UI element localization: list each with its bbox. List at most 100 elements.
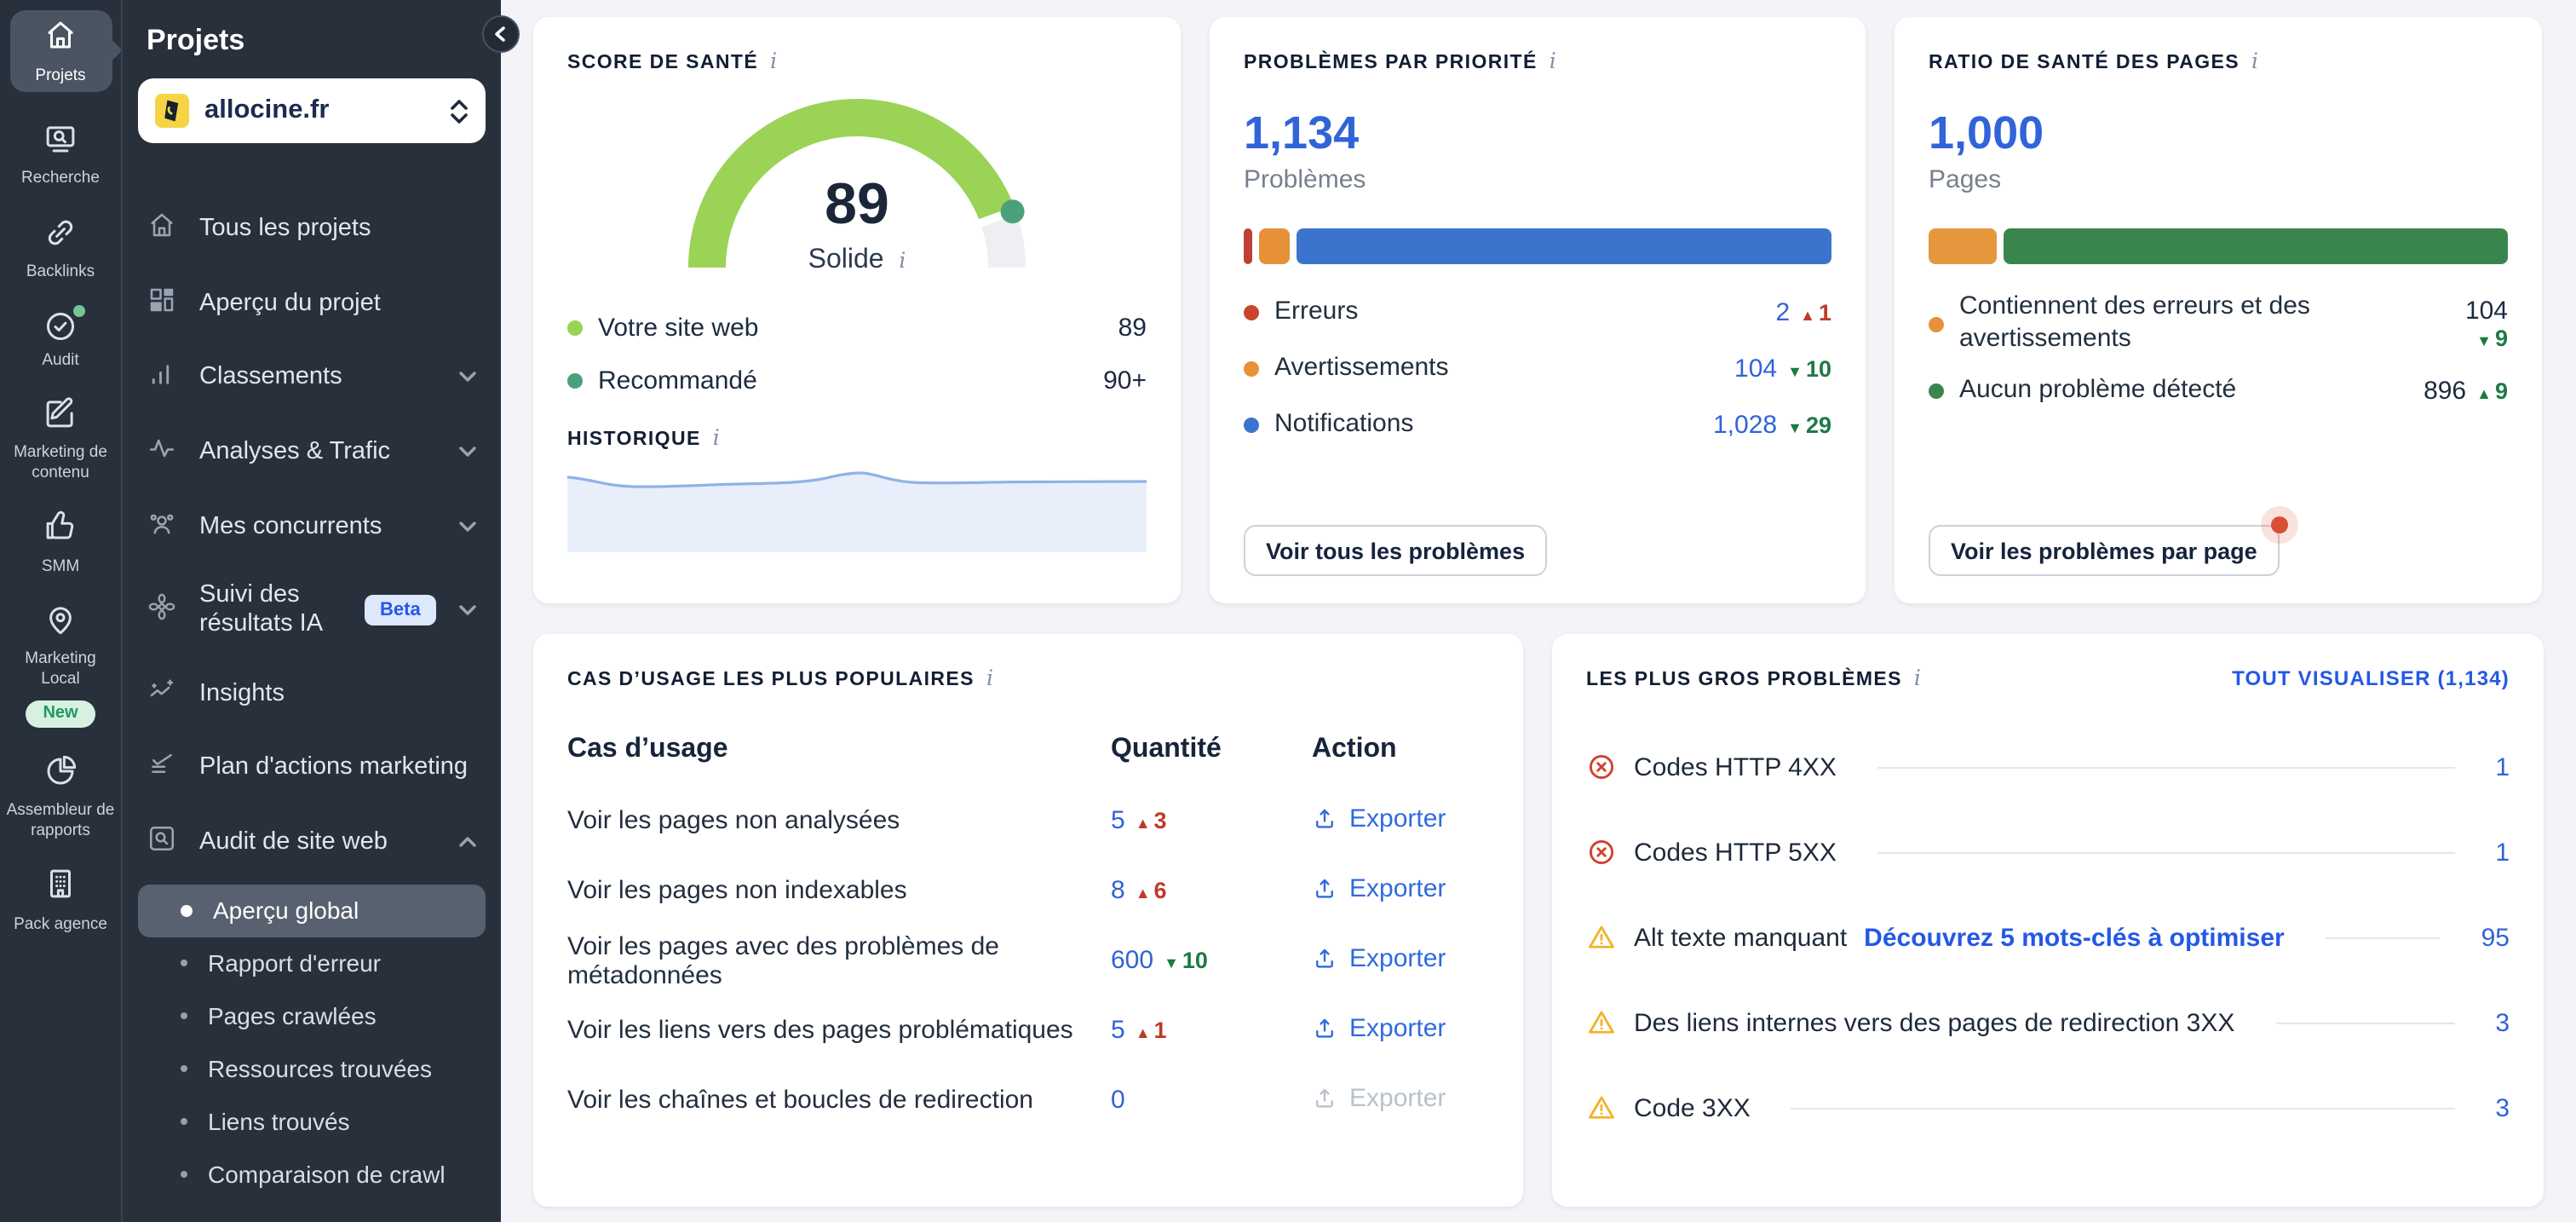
bar-segment-notices <box>1297 228 1831 264</box>
map-pin-icon <box>43 602 78 643</box>
legend-value: 89 <box>1118 314 1147 343</box>
info-icon[interactable]: i <box>899 247 906 273</box>
info-icon[interactable]: i <box>712 424 720 450</box>
info-icon[interactable]: i <box>2251 48 2259 73</box>
pages-health-ratio-card: RATIO DE SANTÉ DES PAGES i 1,000 Pages C… <box>1895 17 2542 603</box>
keyword-opportunity-link[interactable]: Découvrez 5 mots-clés à optimiser <box>1864 923 2285 952</box>
info-icon[interactable]: i <box>986 665 993 690</box>
export-button[interactable]: Exporter <box>1312 1013 1446 1042</box>
export-button[interactable]: Exporter <box>1312 943 1446 972</box>
issue-row: Alt texte manquant Découvrez 5 mots-clés… <box>1586 895 2510 980</box>
quantity-link[interactable]: 8 <box>1111 876 1125 905</box>
chevron-down-icon <box>458 596 477 624</box>
rail-item-label: Recherche <box>21 169 100 188</box>
submenu-item-ressources-trouvees[interactable]: Ressources trouvées <box>138 1042 486 1095</box>
view-all-issues-button[interactable]: Voir tous les problèmes <box>1244 525 1548 576</box>
quantity-link[interactable]: 5 <box>1111 806 1125 835</box>
view-all-link[interactable]: TOUT VISUALISER (1,134) <box>2232 666 2510 690</box>
submenu-item-comparaison-de-crawl[interactable]: Comparaison de crawl <box>138 1148 486 1201</box>
use-cases-card: CAS D’USAGE LES PLUS POPULAIRES i Cas d’… <box>533 634 1523 1207</box>
rail-item-label: Backlinks <box>26 262 95 282</box>
table-header: Cas d’usage Quantité Action <box>567 735 1397 764</box>
issue-count-link[interactable]: 1 <box>2495 752 2510 781</box>
errors-count-link[interactable]: 2 <box>1775 298 1791 327</box>
audit-submenu: Aperçu global Rapport d'erreur Pages cra… <box>138 884 486 1201</box>
rail-item-projets[interactable]: Projets <box>9 10 122 92</box>
issue-row: Codes HTTP 4XX 1 <box>1586 724 2510 810</box>
delta-badge: ▼ 10 <box>1164 948 1208 973</box>
export-button[interactable]: Exporter <box>1312 873 1446 902</box>
sidebar-collapse-button[interactable] <box>482 15 520 53</box>
insights-icon <box>147 674 177 712</box>
delta-badge: ▼ 9 <box>2476 326 2508 351</box>
rail-item-pack-agence[interactable]: Pack agence <box>4 867 117 935</box>
bullet-icon <box>181 1171 187 1179</box>
notices-count-link[interactable]: 1,028 <box>1713 411 1778 440</box>
sidebar-item-mes-concurrents[interactable]: Mes concurrents <box>138 492 486 561</box>
link-icon <box>43 215 78 257</box>
export-button[interactable]: Exporter <box>1312 804 1446 833</box>
sidebar-item-analyses-trafic[interactable]: Analyses & Trafic <box>138 418 486 487</box>
delta-badge: ▲ 1 <box>1135 1017 1167 1043</box>
warning-triangle-icon <box>1586 1092 1617 1123</box>
rail-item-label: Pack agence <box>14 914 107 934</box>
issue-row: Des liens internes vers des pages de red… <box>1586 980 2510 1065</box>
legend-bullet <box>1929 383 1944 399</box>
rail-item-recherche[interactable]: Recherche <box>4 121 117 189</box>
card-title: PROBLÈMES PAR PRIORITÉ <box>1244 53 1538 73</box>
issue-count-link[interactable]: 95 <box>2481 923 2510 952</box>
warnings-count-link[interactable]: 104 <box>1734 354 1778 383</box>
bullet-icon <box>181 1118 187 1126</box>
issue-row: Code 3XX 3 <box>1586 1065 2510 1150</box>
history-title: HISTORIQUE <box>567 429 701 450</box>
rail-item-marketing-contenu[interactable]: Marketing de contenu <box>4 395 117 482</box>
quantity-link[interactable]: 600 <box>1111 946 1154 975</box>
sidebar-item-apercu-du-projet[interactable]: Aperçu du projet <box>138 268 486 337</box>
rail-item-smm[interactable]: SMM <box>4 508 117 576</box>
info-icon[interactable]: i <box>770 48 778 73</box>
rail-item-assembleur[interactable]: Assembleur de rapports <box>4 753 117 840</box>
project-selector[interactable]: allocine.fr <box>138 78 486 143</box>
error-circle-icon <box>1586 837 1617 868</box>
quantity-link[interactable]: 0 <box>1111 1086 1125 1115</box>
history-area-chart <box>567 464 1147 552</box>
bar-segment-healthy <box>2004 228 2508 264</box>
issue-count-link[interactable]: 1 <box>2495 838 2510 867</box>
issue-count-link[interactable]: 3 <box>2495 1008 2510 1037</box>
submenu-item-pages-crawlees[interactable]: Pages crawlées <box>138 989 486 1042</box>
submenu-item-liens-trouves[interactable]: Liens trouvés <box>138 1095 486 1148</box>
table-row: Voir les chaînes et boucles de redirecti… <box>567 1083 1446 1115</box>
sidebar-menu: Tous les projets Aperçu du projet Classe… <box>138 194 486 1201</box>
legend-bullet <box>567 320 583 336</box>
sidebar-item-insights[interactable]: Insights <box>138 659 486 728</box>
quantity-link[interactable]: 5 <box>1111 1016 1125 1045</box>
activity-icon <box>147 433 177 471</box>
sidebar-item-tous-les-projets[interactable]: Tous les projets <box>138 194 486 263</box>
warning-triangle-icon <box>1586 1007 1617 1038</box>
notification-dot <box>2270 516 2288 533</box>
sidebar-item-plan-actions-marketing[interactable]: Plan d'actions marketing <box>138 734 486 803</box>
chevron-down-icon <box>458 438 477 466</box>
rail-item-marketing-local[interactable]: Marketing Local New <box>4 602 117 729</box>
rail-item-backlinks[interactable]: Backlinks <box>4 215 117 283</box>
sidebar-item-classements[interactable]: Classements <box>138 343 486 412</box>
issue-count-link[interactable]: 3 <box>2495 1093 2510 1122</box>
submenu-item-rapport-erreur[interactable]: Rapport d'erreur <box>138 937 486 989</box>
rail-item-audit[interactable]: Audit <box>4 304 117 370</box>
error-circle-icon <box>1586 752 1617 782</box>
rail-item-label: Marketing Local <box>25 649 96 689</box>
view-issues-by-page-button[interactable]: Voir les problèmes par page <box>1929 516 2288 576</box>
priority-row-errors: Erreurs 2 ▲ 1 <box>1244 285 1831 341</box>
top-issues-card: LES PLUS GROS PROBLÈMES i TOUT VISUALISE… <box>1552 634 2544 1207</box>
info-icon[interactable]: i <box>1549 48 1556 73</box>
submenu-item-apercu-global[interactable]: Aperçu global <box>138 884 486 937</box>
sidebar-item-audit-site-web[interactable]: Audit de site web <box>138 808 486 877</box>
info-icon[interactable]: i <box>1913 665 1921 690</box>
leader-line <box>1791 1107 2455 1109</box>
ai-clover-icon <box>147 591 177 629</box>
sidebar-item-suivi-resultats-ia[interactable]: Suivi des résultats IA Beta <box>138 567 486 654</box>
bar-segment-warnings <box>1259 228 1290 264</box>
new-badge: New <box>26 700 95 729</box>
leader-line <box>2275 1022 2455 1023</box>
